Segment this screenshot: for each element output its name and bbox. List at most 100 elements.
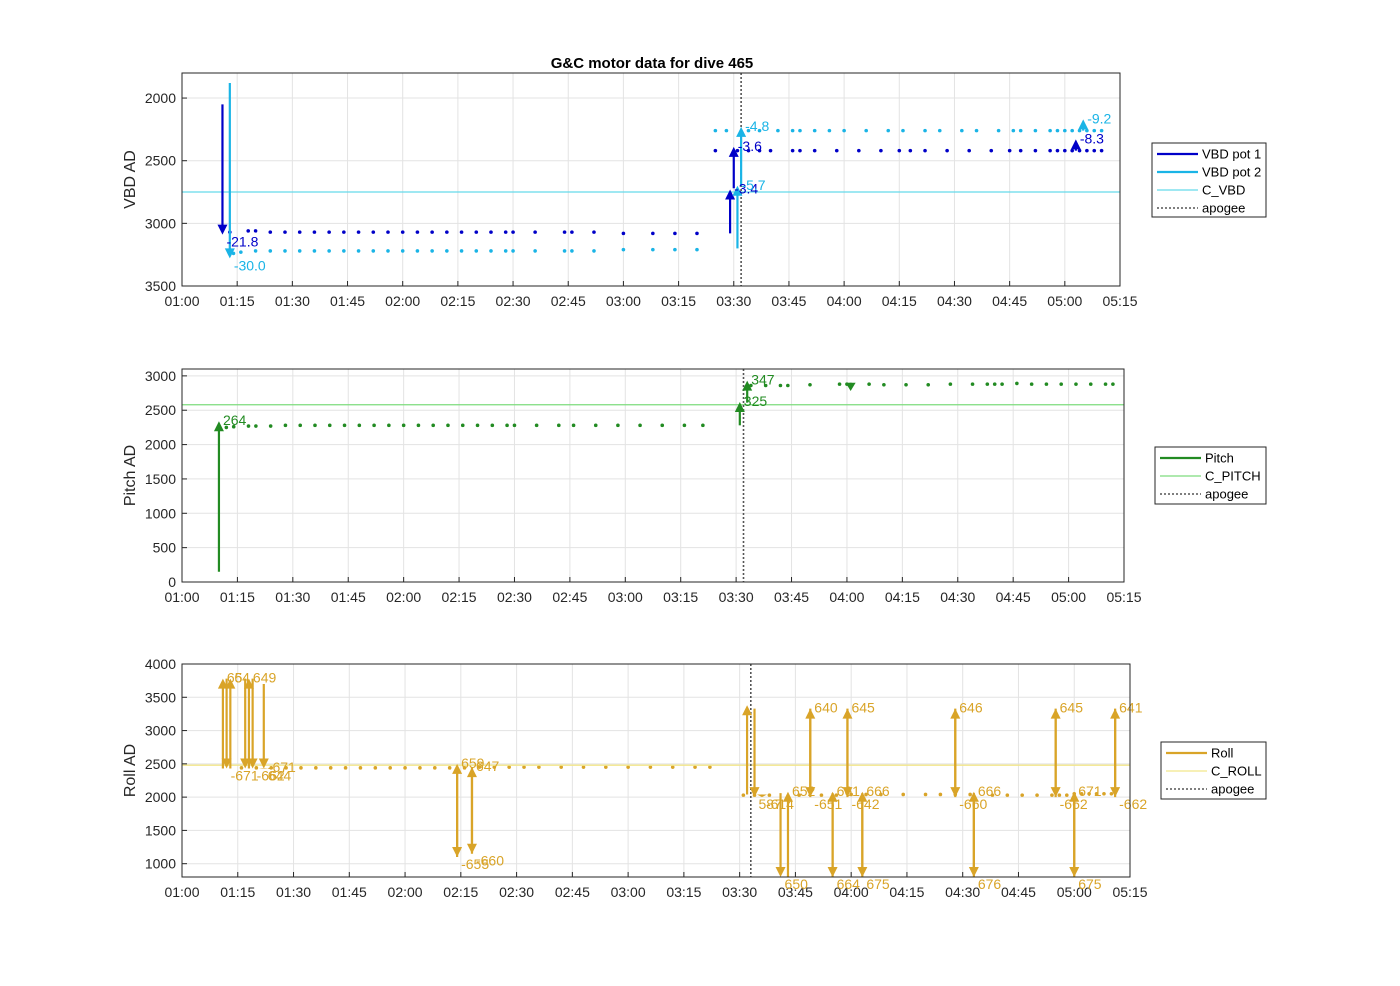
data-point	[357, 423, 362, 428]
data-point	[937, 128, 942, 133]
data-point	[489, 249, 493, 253]
data-point	[746, 148, 751, 153]
data-point	[827, 128, 832, 133]
move-label: -662	[1060, 796, 1088, 812]
data-point	[1085, 128, 1089, 133]
data-point	[401, 423, 406, 428]
data-point	[503, 249, 508, 253]
x-tick-label: 01:15	[220, 884, 255, 900]
data-point	[768, 148, 773, 153]
y-tick-label: 500	[153, 540, 177, 556]
move-arrow-head	[221, 758, 232, 769]
y-tick-label: 1000	[145, 505, 176, 521]
data-point	[735, 148, 740, 153]
data-point	[246, 229, 251, 233]
data-point	[283, 230, 287, 234]
move-label: 676	[978, 876, 1002, 892]
x-tick-label: 01:15	[220, 589, 255, 605]
x-tick-label: 02:15	[440, 293, 475, 309]
data-point	[638, 423, 642, 428]
x-tick-label: 01:00	[164, 884, 199, 900]
data-point	[387, 423, 391, 428]
move-label: -614	[766, 796, 794, 812]
y-axis-title: VBD AD	[122, 150, 139, 209]
move-arrow-head	[950, 708, 961, 719]
data-point	[489, 230, 493, 234]
data-point	[268, 230, 273, 234]
data-point	[693, 765, 697, 769]
data-point	[974, 128, 979, 133]
data-point	[343, 766, 348, 770]
data-point	[798, 148, 802, 153]
data-point	[297, 230, 302, 234]
x-tick-label: 02:00	[385, 293, 420, 309]
data-point	[673, 231, 677, 236]
legend-label: apogee	[1211, 782, 1254, 797]
data-point	[1063, 128, 1067, 133]
data-point	[1018, 148, 1023, 153]
move-arrow-head	[736, 126, 747, 137]
y-axis-title: Roll AD	[122, 744, 139, 797]
data-point	[842, 128, 846, 133]
data-point	[713, 128, 718, 133]
move-label: -662	[257, 768, 285, 784]
data-point	[1048, 148, 1052, 153]
move-arrow-head	[217, 678, 228, 689]
data-point	[1015, 381, 1019, 386]
data-point	[1092, 128, 1097, 133]
data-point	[474, 249, 479, 253]
data-point	[879, 792, 883, 797]
data-point	[312, 230, 317, 234]
legend-box	[1151, 142, 1267, 218]
move-label: -8.3	[1080, 130, 1104, 146]
x-tick-label: 01:45	[332, 884, 367, 900]
data-point	[254, 424, 258, 428]
data-point	[571, 423, 576, 428]
data-point	[864, 128, 868, 133]
x-tick-label: 04:15	[889, 884, 924, 900]
data-point	[1079, 791, 1084, 796]
move-label: 347	[751, 372, 775, 388]
data-point	[908, 148, 913, 153]
y-tick-label: 1000	[145, 856, 176, 872]
move-label: -3.6	[738, 138, 762, 154]
move-arrow-head	[225, 678, 236, 689]
data-point	[268, 249, 273, 253]
data-point	[923, 148, 927, 153]
y-axis-title: Pitch AD	[122, 445, 139, 506]
data-point	[834, 148, 839, 153]
data-point	[879, 148, 883, 153]
move-label: 65	[227, 670, 243, 686]
data-point	[1111, 382, 1115, 386]
move-arrow-head	[1070, 139, 1081, 150]
data-point	[537, 765, 541, 769]
data-point	[923, 792, 928, 797]
data-point	[459, 230, 464, 234]
data-point	[327, 423, 332, 428]
move-label: 649	[253, 670, 277, 686]
data-point	[992, 382, 997, 386]
data-point	[400, 249, 405, 253]
plot-content	[182, 369, 1124, 582]
data-point	[724, 128, 729, 133]
y-tick-label: 2500	[145, 402, 176, 418]
x-tick-label: 05:15	[1102, 293, 1137, 309]
data-point	[849, 792, 853, 797]
data-point	[1033, 148, 1038, 153]
data-point	[1099, 128, 1104, 133]
data-point	[460, 423, 465, 428]
data-point	[695, 247, 699, 252]
data-point	[430, 230, 434, 234]
x-tick-label: 02:30	[496, 293, 531, 309]
data-point	[1099, 148, 1104, 153]
data-point	[298, 423, 303, 428]
x-tick-label: 04:45	[992, 293, 1027, 309]
data-point	[1059, 382, 1063, 386]
data-point	[651, 231, 655, 236]
panel-1: 01:00 01:15 01:30 01:45 02:00 02:15 02:30 02:45…	[122, 72, 1267, 309]
data-point	[1088, 382, 1093, 386]
data-point	[812, 148, 817, 153]
data-point	[621, 231, 626, 236]
data-point	[342, 230, 346, 234]
figure-title: G&C motor data for dive 465	[551, 55, 754, 72]
